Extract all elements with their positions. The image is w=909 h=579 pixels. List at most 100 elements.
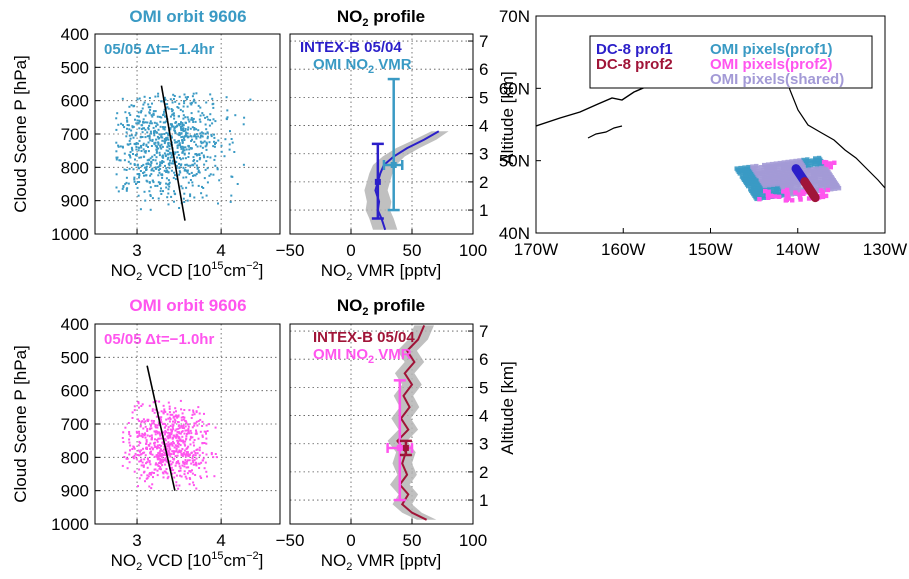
data-point	[162, 121, 165, 124]
data-point	[176, 141, 179, 144]
data-point	[178, 170, 181, 173]
data-point	[180, 419, 183, 422]
data-point	[183, 463, 186, 465]
omi-pixel	[755, 165, 760, 170]
data-point	[172, 416, 175, 419]
data-point	[165, 424, 168, 427]
data-point	[138, 420, 141, 422]
data-point	[146, 461, 149, 464]
data-point	[151, 471, 154, 474]
data-point	[128, 461, 131, 464]
data-point	[168, 407, 171, 410]
data-point	[121, 187, 124, 190]
data-point	[140, 111, 142, 114]
data-point	[164, 452, 166, 455]
data-point	[166, 413, 169, 416]
data-point	[187, 128, 189, 131]
data-point	[199, 114, 202, 117]
data-point	[142, 148, 145, 151]
data-point	[145, 144, 148, 147]
data-point	[187, 431, 190, 434]
data-point	[166, 136, 169, 139]
data-point	[168, 416, 171, 419]
data-point	[156, 430, 159, 433]
data-point	[172, 125, 175, 128]
panel-1-annotation: 05/05 Δt=−1.4hr	[104, 41, 214, 58]
y-tick-label: 5	[479, 378, 488, 397]
data-point	[167, 401, 170, 404]
data-point	[163, 437, 166, 440]
data-point	[148, 97, 151, 99]
data-point	[212, 118, 215, 121]
data-point	[149, 139, 152, 142]
data-point	[174, 444, 177, 447]
omi-pixel-prof2	[826, 162, 831, 168]
data-point	[196, 145, 199, 148]
data-point	[138, 440, 141, 443]
data-point	[141, 420, 144, 423]
data-point	[185, 450, 188, 453]
data-point	[151, 155, 154, 158]
data-point	[181, 151, 184, 154]
data-point	[145, 442, 147, 445]
data-point	[160, 459, 163, 461]
lon-tick-label: 170W	[514, 240, 558, 259]
data-point	[150, 487, 153, 490]
data-point	[184, 129, 187, 132]
data-point	[174, 151, 177, 154]
data-point	[206, 135, 209, 138]
data-point	[205, 432, 207, 435]
data-point	[212, 173, 215, 176]
data-point	[185, 435, 188, 438]
data-point	[173, 200, 175, 203]
data-point	[161, 126, 164, 128]
y-tick-label: 6	[479, 60, 488, 79]
data-point	[191, 184, 194, 187]
data-point	[192, 100, 195, 103]
data-point	[193, 196, 196, 199]
panel-5-y-tick-labels: 1 2 3 4 5 6 7	[468, 322, 488, 510]
data-point	[185, 176, 188, 179]
data-point	[198, 158, 201, 161]
data-point	[206, 155, 209, 158]
data-point	[179, 158, 182, 161]
data-point	[162, 404, 165, 407]
data-point	[187, 428, 190, 430]
data-point	[160, 116, 163, 119]
data-point	[167, 431, 170, 434]
data-point	[179, 146, 182, 148]
data-point	[124, 111, 127, 114]
data-point	[183, 465, 186, 468]
omi-pixel-prof2	[793, 190, 798, 195]
data-point	[160, 462, 163, 465]
data-point	[151, 115, 154, 118]
data-point	[160, 421, 163, 424]
data-point	[224, 138, 227, 141]
data-point	[115, 150, 118, 153]
omi-pixel-prof2	[798, 197, 803, 202]
x-tick-label: 3	[132, 241, 141, 260]
data-point	[172, 450, 175, 453]
omi-pixel-prof2	[768, 193, 773, 198]
data-point	[177, 415, 180, 418]
data-point	[125, 116, 128, 119]
data-point	[155, 156, 158, 159]
data-point	[133, 178, 136, 181]
map-content	[536, 39, 885, 203]
data-point	[138, 176, 140, 179]
data-point	[133, 409, 136, 412]
data-point	[242, 163, 245, 166]
data-point	[226, 116, 229, 119]
x-tick-label: 0	[346, 531, 355, 550]
data-point	[131, 417, 134, 419]
data-point	[131, 126, 134, 129]
data-point	[164, 140, 167, 143]
data-point	[164, 423, 166, 426]
data-point	[156, 469, 159, 472]
data-point	[181, 110, 184, 113]
data-point	[162, 190, 164, 193]
data-point	[129, 444, 132, 447]
data-point	[172, 93, 175, 96]
data-point	[166, 477, 169, 480]
data-point	[183, 427, 186, 430]
